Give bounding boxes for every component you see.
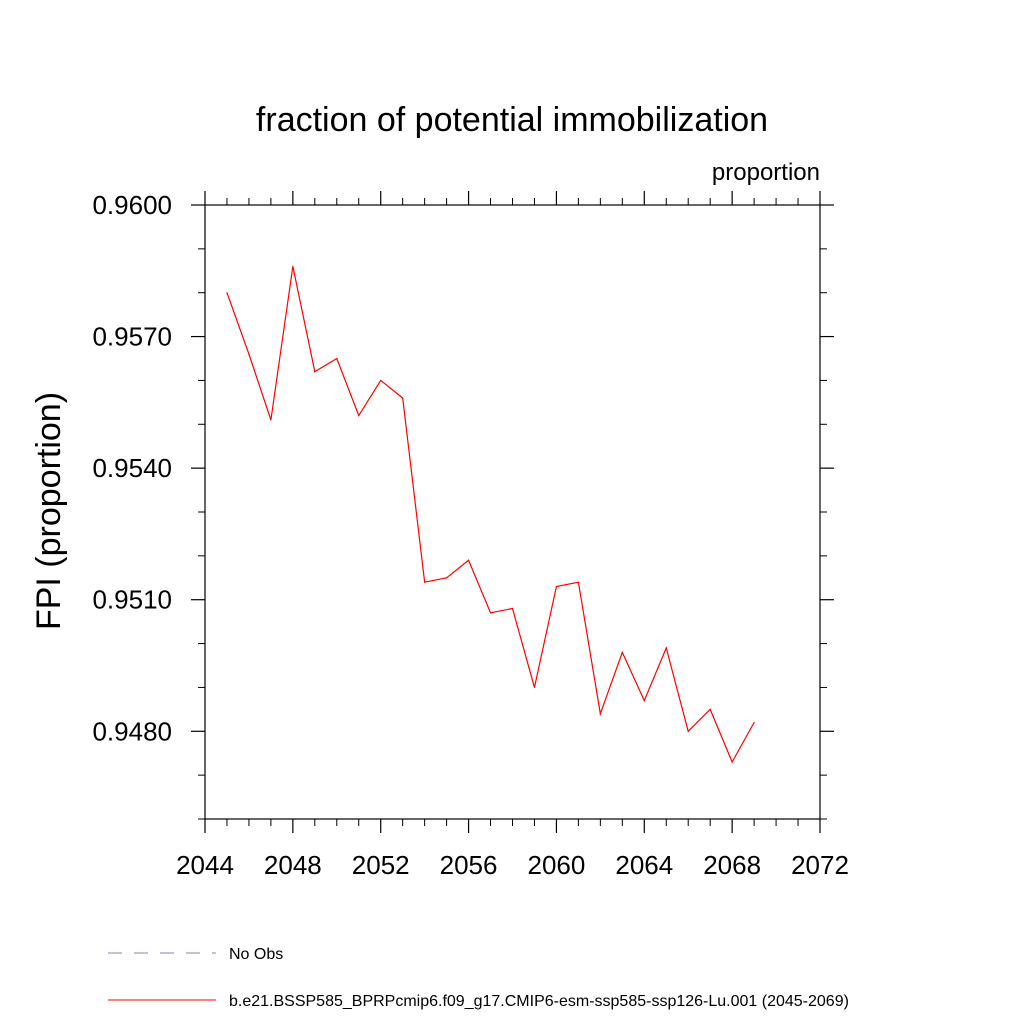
y-tick-label: 0.9600	[92, 190, 172, 220]
data-point	[709, 708, 711, 710]
axis-ticks	[191, 191, 834, 833]
data-point	[665, 647, 667, 649]
data-point	[314, 371, 316, 373]
series-line	[226, 266, 755, 764]
data-point	[446, 577, 448, 579]
legend-label: No Obs	[229, 946, 283, 963]
legend: No Obs b.e21.BSSP585_BPRPcmip6.f09_g17.CM…	[108, 946, 849, 1010]
data-point	[533, 686, 536, 689]
legend-label: b.e21.BSSP585_BPRPcmip6.f09_g17.CMIP6-es…	[229, 993, 849, 1010]
data-point	[467, 559, 470, 561]
chart-title: fraction of potential immobilization	[256, 101, 768, 139]
data-point	[424, 581, 426, 583]
data-point	[292, 265, 294, 267]
y-tick-label: 0.9510	[92, 585, 172, 615]
plot-frame	[204, 204, 821, 820]
x-tick-label: 2056	[440, 850, 498, 880]
y-tick-label: 0.9480	[92, 716, 172, 746]
data-point	[380, 379, 382, 382]
x-tick-label: 2072	[791, 850, 849, 880]
x-tick-label: 2068	[703, 850, 761, 880]
x-tick-label: 2044	[176, 850, 234, 880]
series-group	[226, 265, 755, 764]
data-point	[489, 612, 492, 614]
x-tick-label: 2060	[528, 850, 586, 880]
data-point	[599, 713, 601, 715]
units-label: proportion	[712, 159, 820, 186]
y-axis-label: FPI (proportion)	[30, 392, 68, 630]
x-tick-label: 2052	[352, 850, 410, 880]
data-point	[511, 607, 514, 610]
y-tick-label: 0.9570	[92, 322, 172, 352]
data-point	[270, 419, 272, 421]
data-point	[621, 651, 623, 653]
data-point	[643, 699, 645, 702]
data-point	[577, 581, 579, 583]
x-tick-label: 2048	[264, 850, 322, 880]
data-point	[555, 585, 558, 588]
data-point	[687, 730, 689, 732]
x-tick-label: 2064	[615, 850, 673, 880]
data-point	[753, 721, 755, 724]
data-point	[336, 357, 338, 360]
data-point	[358, 414, 360, 417]
y-tick-label: 0.9540	[92, 453, 172, 483]
data-point	[402, 397, 404, 399]
data-point	[248, 353, 250, 355]
data-point	[226, 292, 228, 294]
axis-tick-labels: 2044 2048 2052 2056 2060 2064 2068 2072 0.9480 0.…	[92, 190, 848, 880]
data-point	[731, 761, 733, 763]
